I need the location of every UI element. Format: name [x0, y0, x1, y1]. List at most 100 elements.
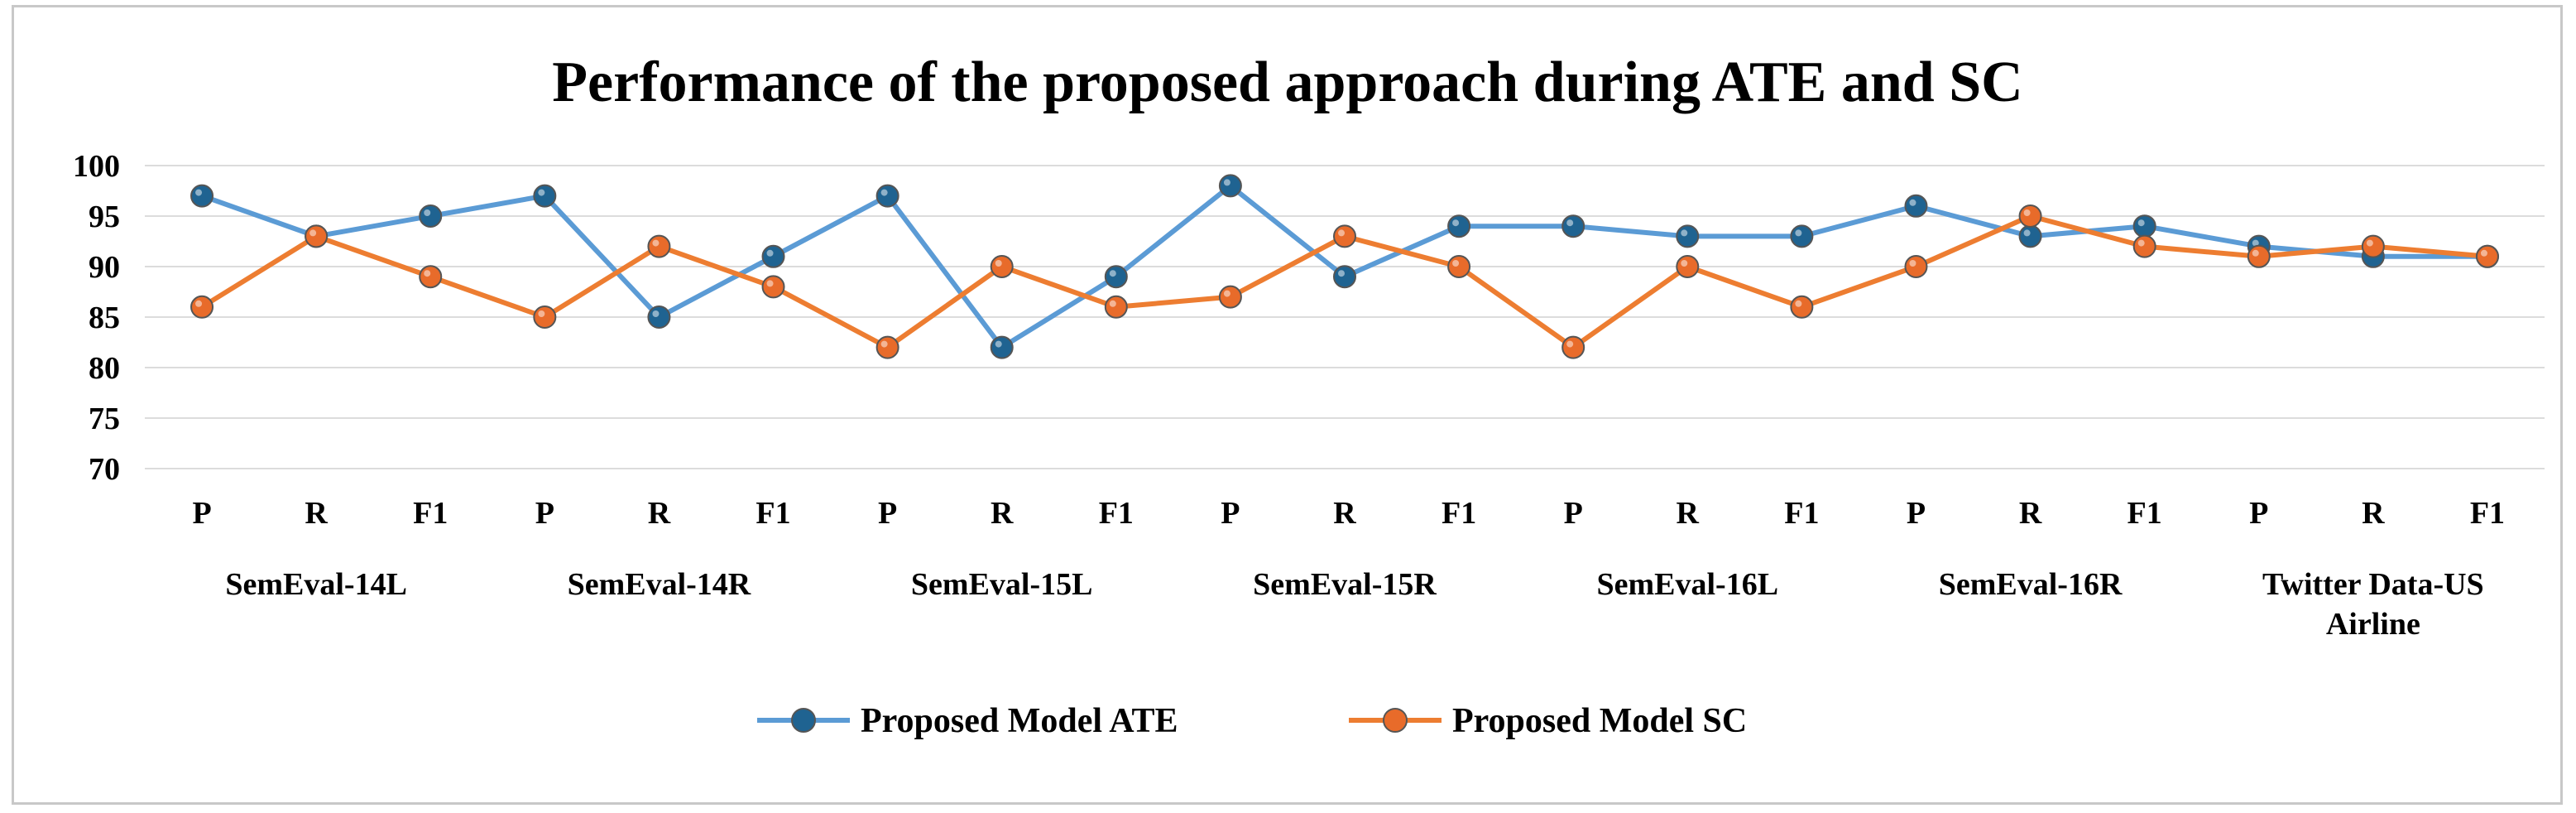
- y-tick-label: 70: [89, 452, 120, 487]
- data-point-highlight: [1223, 290, 1230, 297]
- x-tick-label: R: [2019, 496, 2042, 531]
- data-point-highlight: [1109, 270, 1116, 277]
- legend-marker: [1383, 708, 1408, 733]
- data-point-highlight: [1109, 300, 1116, 307]
- x-axis-categories: P R F1 P R F1 P R F1 P R F1 P R F1 P R F1 P R F1: [192, 496, 2505, 531]
- data-point-highlight: [1338, 270, 1345, 277]
- data-point-highlight: [880, 189, 888, 196]
- y-tick-label: 90: [89, 250, 120, 285]
- data-point-highlight: [2137, 239, 2145, 247]
- x-tick-label: P: [2249, 496, 2268, 531]
- x-group-label: SemEval-14L: [225, 567, 407, 602]
- data-point: [190, 295, 214, 319]
- x-group-label: SemEval-14R: [568, 567, 751, 602]
- x-group-label: Airline: [2326, 607, 2420, 642]
- x-tick-label: F1: [756, 496, 790, 531]
- data-point: [875, 184, 899, 208]
- x-group-label: SemEval-16R: [1939, 567, 2123, 602]
- y-axis-ticks: 70 75 80 85 90 95 100: [73, 149, 120, 487]
- data-point-highlight: [995, 340, 1002, 348]
- data-point: [990, 255, 1014, 278]
- data-point: [1333, 224, 1356, 248]
- x-tick-label: P: [1221, 496, 1240, 531]
- data-point-highlight: [309, 229, 317, 237]
- x-tick-label: R: [648, 496, 671, 531]
- data-point-highlight: [424, 270, 431, 277]
- x-group-label: SemEval-15R: [1253, 567, 1437, 602]
- data-point: [1104, 265, 1128, 289]
- y-tick-label: 80: [89, 351, 120, 386]
- data-point-highlight: [1909, 260, 1916, 267]
- x-tick-label: P: [535, 496, 554, 531]
- data-point: [2247, 244, 2271, 268]
- x-tick-label: R: [305, 496, 328, 531]
- x-tick-label: P: [1907, 496, 1926, 531]
- data-point: [190, 184, 214, 208]
- data-point: [2475, 244, 2499, 268]
- data-point-highlight: [2252, 249, 2259, 257]
- data-point: [1218, 174, 1242, 198]
- data-point: [990, 335, 1014, 359]
- legend-label: Proposed Model SC: [1452, 702, 1747, 740]
- data-point: [1790, 295, 1814, 319]
- data-point-highlight: [538, 189, 545, 196]
- data-point-highlight: [995, 260, 1002, 267]
- data-point: [1447, 214, 1471, 238]
- data-point-highlight: [1223, 179, 1230, 186]
- data-point: [533, 305, 557, 329]
- x-tick-label: F1: [1099, 496, 1134, 531]
- x-tick-label: F1: [413, 496, 448, 531]
- data-point: [533, 184, 557, 208]
- x-tick-label: R: [1333, 496, 1356, 531]
- x-group-label: Twitter Data-US: [2262, 567, 2484, 602]
- data-point: [647, 234, 671, 258]
- data-point-highlight: [1795, 229, 1802, 237]
- x-tick-label: R: [991, 496, 1014, 531]
- data-point: [2132, 214, 2156, 238]
- data-point-highlight: [1566, 219, 1574, 227]
- data-point: [1676, 224, 1700, 248]
- data-point: [875, 335, 899, 359]
- data-point-highlight: [2137, 219, 2145, 227]
- data-point-highlight: [1452, 219, 1460, 227]
- data-point-highlight: [2023, 229, 2031, 237]
- data-point-highlight: [766, 249, 774, 257]
- data-point-highlight: [195, 189, 203, 196]
- y-tick-label: 75: [89, 402, 120, 436]
- x-tick-label: P: [1564, 496, 1583, 531]
- data-point: [1333, 265, 1356, 289]
- data-point-highlight: [1338, 229, 1345, 237]
- data-point: [2361, 234, 2385, 258]
- data-point: [2018, 204, 2042, 228]
- data-point-highlight: [880, 340, 888, 348]
- data-point-highlight: [652, 239, 660, 247]
- data-point-highlight: [1681, 260, 1688, 267]
- x-tick-label: F1: [1784, 496, 1819, 531]
- x-tick-label: F1: [2470, 496, 2505, 531]
- data-point: [647, 305, 671, 329]
- data-point: [2132, 234, 2156, 258]
- data-point: [1676, 255, 1700, 278]
- x-tick-label: F1: [2127, 496, 2162, 531]
- x-tick-label: R: [1677, 496, 1700, 531]
- data-point-highlight: [195, 300, 203, 307]
- data-point-highlight: [1681, 229, 1688, 237]
- data-point: [1447, 255, 1471, 278]
- data-point-highlight: [766, 280, 774, 287]
- series-markers: [190, 174, 2499, 359]
- legend-label: Proposed Model ATE: [861, 702, 1178, 740]
- x-tick-label: F1: [1442, 496, 1476, 531]
- y-tick-label: 100: [73, 149, 120, 184]
- chart-title: Performance of the proposed approach dur…: [552, 51, 2022, 114]
- data-point: [761, 275, 785, 299]
- chart-frame: [12, 5, 2563, 805]
- data-point: [761, 244, 785, 268]
- data-point-highlight: [1566, 340, 1574, 348]
- legend: Proposed Model ATE Proposed Model SC: [757, 702, 1747, 740]
- x-tick-label: R: [2362, 496, 2385, 531]
- data-point: [419, 265, 443, 289]
- data-point-highlight: [424, 209, 431, 216]
- x-group-label: SemEval-16L: [1597, 567, 1779, 602]
- data-point-highlight: [1795, 300, 1802, 307]
